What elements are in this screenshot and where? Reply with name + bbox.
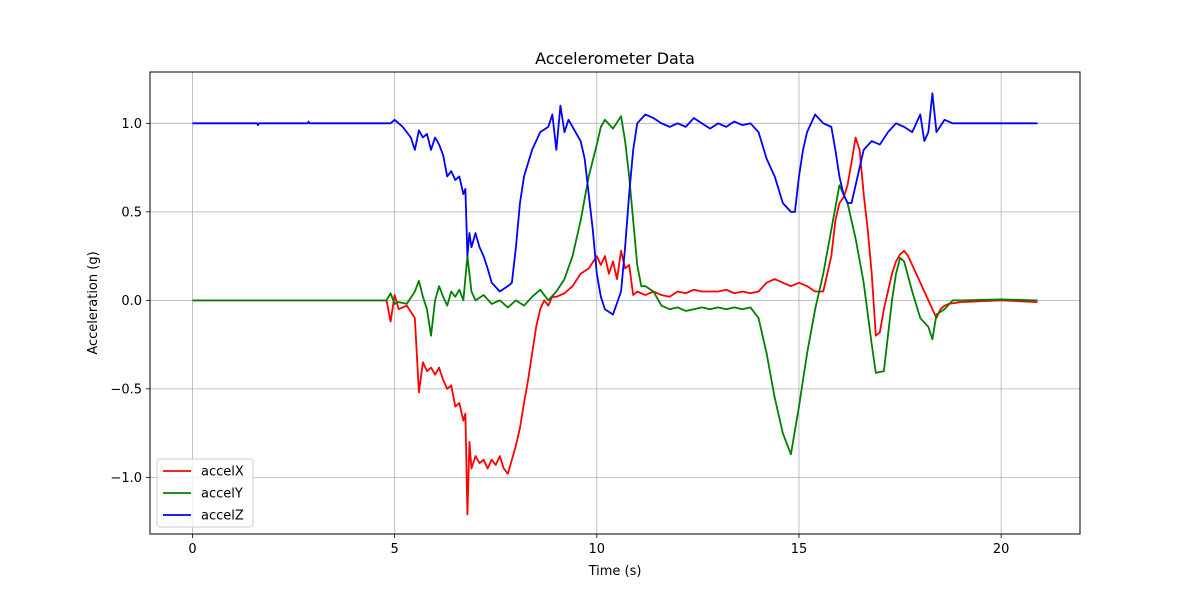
legend: accelX accelY accelZ — [156, 458, 254, 528]
legend-box — [156, 458, 254, 528]
x-tick-label: 15 — [791, 542, 808, 557]
x-tick-label: 5 — [390, 542, 398, 557]
series-layer — [192, 92, 1038, 516]
x-axis-label: Time (s) — [588, 564, 642, 579]
series-line-accelY — [192, 115, 1038, 456]
y-tick-label: −0.5 — [110, 382, 142, 397]
y-tick-label: 1.0 — [121, 117, 142, 132]
y-tick-label: 0.5 — [121, 205, 142, 220]
y-axis-label: Acceleration (g) — [86, 251, 101, 354]
series-line-accelZ — [192, 92, 1038, 316]
x-tick-label: 10 — [589, 542, 606, 557]
y-tick-label: 0.0 — [121, 294, 142, 309]
y-tick-label: −1.0 — [110, 471, 142, 486]
legend-label-accelY: accelY — [201, 487, 243, 502]
legend-label-accelX: accelX — [201, 465, 244, 480]
plot-frame — [149, 71, 1081, 535]
axis-ticks: 0 5 10 15 20 −1.0 −0.5 0.0 0.5 1.0 — [110, 117, 1009, 557]
legend-label-accelZ: accelZ — [201, 509, 244, 524]
x-tick-label: 0 — [188, 542, 196, 557]
series-line-accelX — [192, 136, 1038, 516]
chart-title: Accelerometer Data — [535, 49, 695, 68]
x-tick-label: 20 — [993, 542, 1010, 557]
